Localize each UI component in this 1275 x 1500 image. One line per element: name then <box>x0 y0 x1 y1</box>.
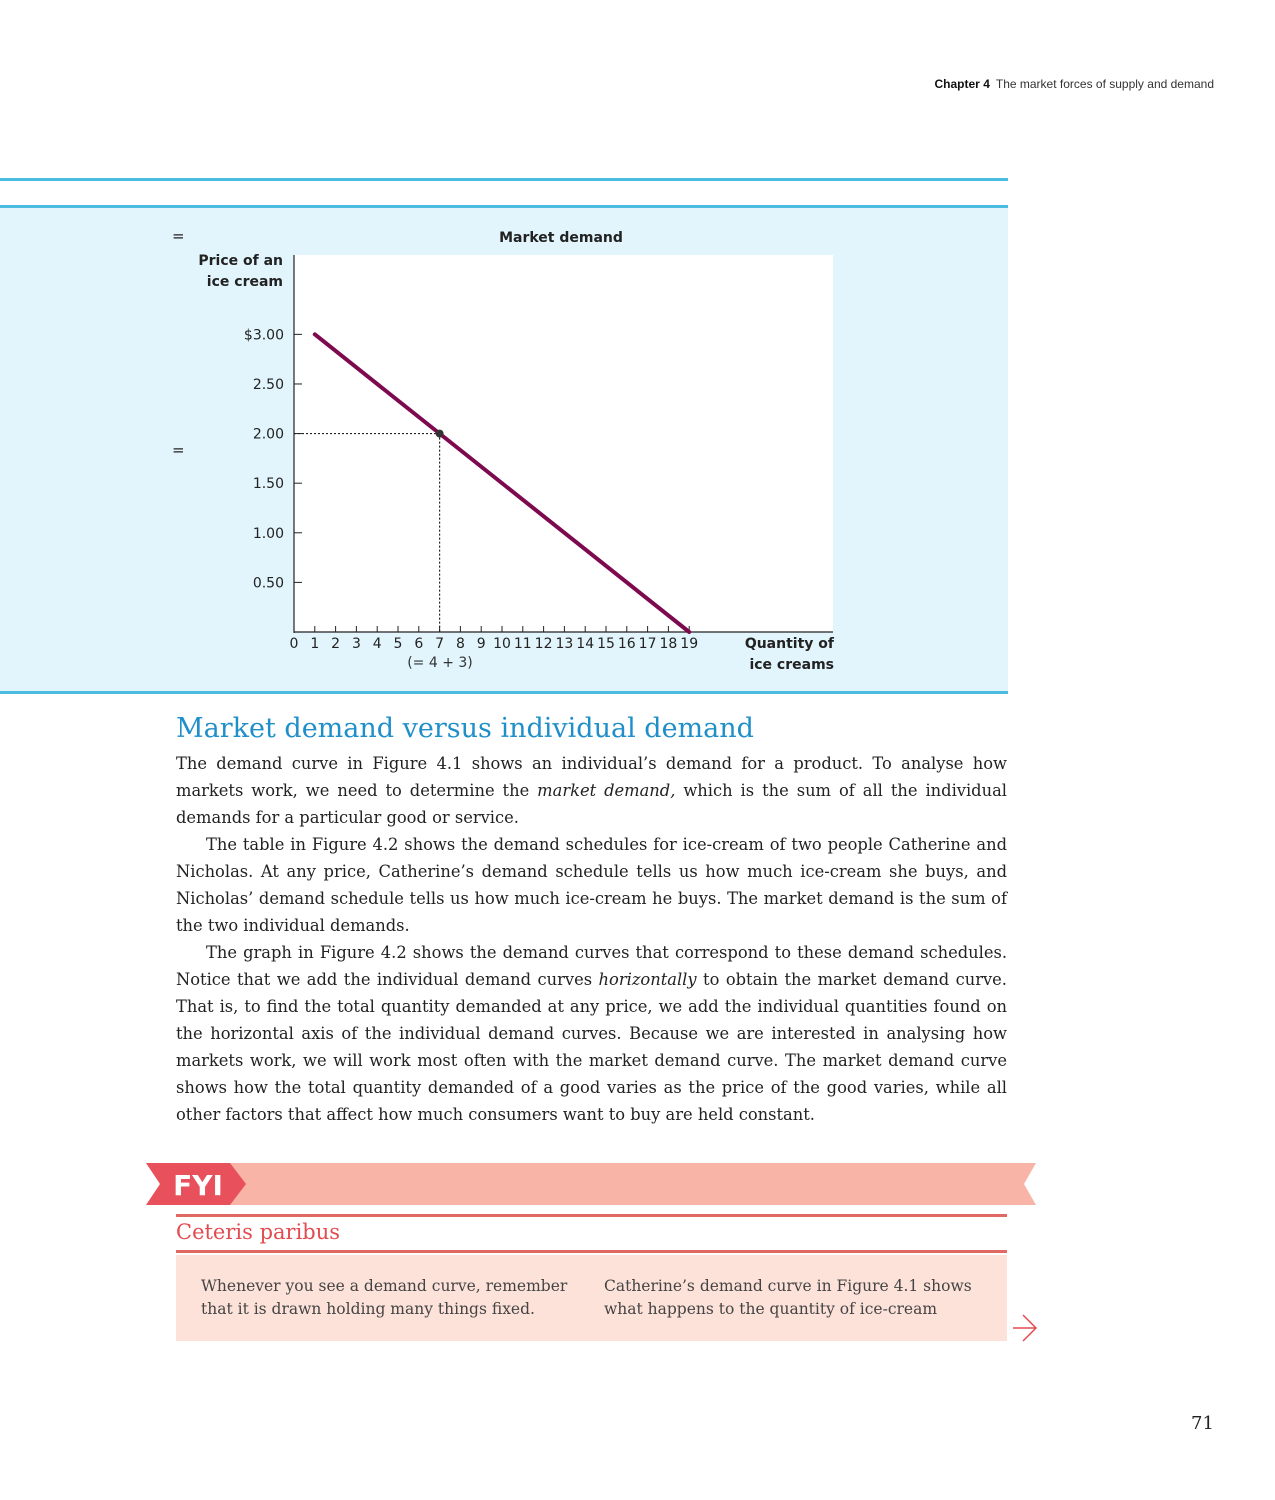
paragraph-3: The graph in Figure 4.2 shows the demand… <box>176 943 1007 1124</box>
x-axis-label-line1: Quantity of <box>745 636 835 652</box>
x-tick-label: 7 <box>435 636 444 652</box>
y-tick-label: $3.00 <box>244 327 284 343</box>
y-tick-label: 2.50 <box>253 377 284 393</box>
fyi-column-2: Catherine’s demand curve in Figure 4.1 s… <box>604 1277 972 1318</box>
y-tick-label: 1.00 <box>253 526 284 542</box>
x-tick-label: 12 <box>535 636 553 652</box>
x-axis-label-line2: ice creams <box>749 657 834 673</box>
x-tick-label: 8 <box>456 636 465 652</box>
x-tick-label: 1 <box>310 636 319 652</box>
paragraph-2: The table in Figure 4.2 shows the demand… <box>176 835 1007 935</box>
x-tick-label: 5 <box>394 636 403 652</box>
y-tick-label: 2.00 <box>253 427 284 443</box>
page-number: 71 <box>1191 1413 1214 1434</box>
x-tick-label: 9 <box>477 636 486 652</box>
running-head: Chapter 4 The market forces of supply and… <box>935 77 1214 91</box>
fyi-banner: FYI <box>146 1163 1036 1205</box>
chapter-label: Chapter 4 <box>934 77 990 91</box>
term-horizontally: horizontally <box>598 970 697 989</box>
chapter-title: The market forces of supply and demand <box>995 77 1214 91</box>
x-tick-label: 0 <box>290 636 299 652</box>
fyi-label: FYI <box>173 1169 223 1202</box>
x-tick-label: 14 <box>576 636 594 652</box>
x-tick-label: 2 <box>331 636 340 652</box>
x-tick-label: 16 <box>618 636 636 652</box>
equals-sign-top: = <box>172 227 185 245</box>
fyi-banner-strip <box>206 1163 1036 1205</box>
market-demand-chart: Market demand Price of an ice cream Quan… <box>198 230 835 673</box>
x-tick-label: 10 <box>493 636 511 652</box>
y-axis-label-line1: Price of an <box>198 253 283 269</box>
plot-area <box>294 255 833 632</box>
x-tick-label: 4 <box>373 636 382 652</box>
figure-top-rule <box>0 178 1008 181</box>
y-tick-label: 1.50 <box>253 476 284 492</box>
x-tick-label: 17 <box>639 636 657 652</box>
fyi-box: Whenever you see a demand curve, remembe… <box>176 1255 1007 1341</box>
y-tick-label: 0.50 <box>253 575 284 591</box>
fyi-title-bar: Ceteris paribus <box>176 1214 1007 1253</box>
term-market-demand: market demand, <box>537 781 676 800</box>
continue-arrow-icon[interactable] <box>1012 1313 1038 1343</box>
x-tick-label: 11 <box>514 636 532 652</box>
highlight-point <box>435 429 444 438</box>
x-tick-label: 6 <box>414 636 423 652</box>
paragraph-1: The demand curve in Figure 4.1 shows an … <box>176 754 1007 827</box>
body-text: The demand curve in Figure 4.1 shows an … <box>176 750 1007 1128</box>
x-tick-label: 15 <box>597 636 615 652</box>
market-demand-curve <box>312 332 692 634</box>
x-tick-label: 3 <box>352 636 361 652</box>
x-tick-label: 13 <box>555 636 573 652</box>
section-heading: Market demand versus individual demand <box>176 713 754 744</box>
fyi-tag <box>146 1163 246 1205</box>
point-note: (= 4 + 3) <box>407 655 473 671</box>
fyi-title: Ceteris paribus <box>176 1220 341 1244</box>
x-tick-label: 19 <box>680 636 698 652</box>
chart-title: Market demand <box>499 230 623 246</box>
y-axis-label-line2: ice cream <box>207 274 283 290</box>
equals-sign-mid: = <box>172 441 185 459</box>
x-tick-label: 18 <box>659 636 677 652</box>
fyi-column-1: Whenever you see a demand curve, remembe… <box>201 1277 568 1318</box>
